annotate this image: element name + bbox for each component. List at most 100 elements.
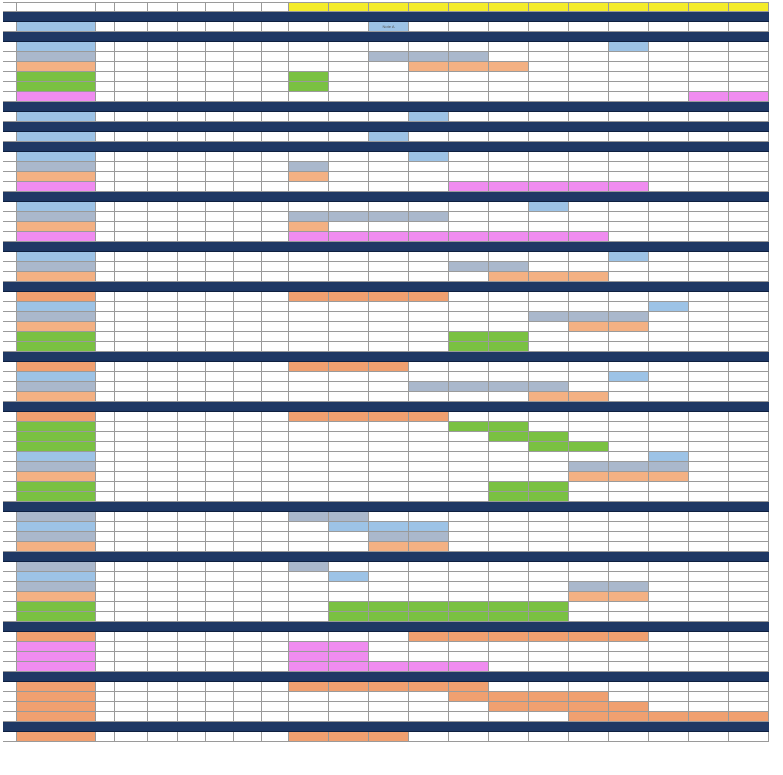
table-cell[interactable]: [449, 462, 489, 472]
table-cell[interactable]: [689, 692, 729, 702]
table-cell[interactable]: [148, 392, 178, 402]
gantt-bar-cell[interactable]: [489, 482, 529, 492]
table-cell[interactable]: [569, 152, 609, 162]
table-cell[interactable]: [609, 432, 649, 442]
table-cell[interactable]: [529, 72, 569, 82]
table-cell[interactable]: [178, 202, 206, 212]
table-cell[interactable]: [649, 262, 689, 272]
task-name-cell[interactable]: [17, 712, 96, 722]
gantt-bar-cell[interactable]: [489, 692, 529, 702]
table-cell[interactable]: [178, 332, 206, 342]
table-cell[interactable]: [234, 302, 262, 312]
row-number-cell[interactable]: [3, 532, 17, 542]
table-cell[interactable]: [234, 452, 262, 462]
table-cell[interactable]: [206, 452, 234, 462]
table-cell[interactable]: [262, 372, 289, 382]
table-cell[interactable]: [329, 372, 369, 382]
gantt-bar-cell[interactable]: [329, 412, 369, 422]
table-cell[interactable]: [529, 42, 569, 52]
table-cell[interactable]: [206, 412, 234, 422]
table-cell[interactable]: [289, 572, 329, 582]
table-cell[interactable]: [689, 602, 729, 612]
table-cell[interactable]: [689, 632, 729, 642]
table-cell[interactable]: [449, 362, 489, 372]
table-cell[interactable]: [234, 92, 262, 102]
table-cell[interactable]: [369, 182, 409, 192]
gantt-bar-cell[interactable]: [369, 212, 409, 222]
gantt-bar-cell[interactable]: [569, 272, 609, 282]
gantt-bar-cell[interactable]: [489, 382, 529, 392]
table-cell[interactable]: [369, 202, 409, 212]
table-cell[interactable]: [329, 692, 369, 702]
table-cell[interactable]: [529, 472, 569, 482]
table-cell[interactable]: [369, 172, 409, 182]
table-cell[interactable]: [148, 92, 178, 102]
gantt-bar-cell[interactable]: [289, 682, 329, 692]
table-cell[interactable]: [609, 412, 649, 422]
date-cell[interactable]: [115, 222, 148, 232]
table-cell[interactable]: [649, 372, 689, 382]
table-cell[interactable]: [148, 452, 178, 462]
table-cell[interactable]: [649, 222, 689, 232]
table-cell[interactable]: [409, 432, 449, 442]
gantt-bar-cell[interactable]: [369, 232, 409, 242]
task-name-cell[interactable]: [17, 662, 96, 672]
table-cell[interactable]: [262, 602, 289, 612]
table-cell[interactable]: [489, 252, 529, 262]
table-cell[interactable]: [369, 442, 409, 452]
table-cell[interactable]: [178, 692, 206, 702]
table-cell[interactable]: [449, 152, 489, 162]
table-cell[interactable]: [369, 652, 409, 662]
date-cell[interactable]: [115, 602, 148, 612]
table-cell[interactable]: [609, 512, 649, 522]
table-cell[interactable]: [449, 322, 489, 332]
table-cell[interactable]: [569, 612, 609, 622]
table-cell[interactable]: [262, 82, 289, 92]
table-cell[interactable]: [96, 572, 115, 582]
table-cell[interactable]: [689, 732, 729, 742]
table-cell[interactable]: [649, 42, 689, 52]
gantt-bar-cell[interactable]: [449, 262, 489, 272]
table-cell[interactable]: [649, 382, 689, 392]
date-cell[interactable]: [115, 692, 148, 702]
table-cell[interactable]: [569, 112, 609, 122]
gantt-bar-cell[interactable]: [609, 712, 649, 722]
gantt-bar-cell[interactable]: [529, 612, 569, 622]
table-cell[interactable]: [529, 222, 569, 232]
task-name-cell[interactable]: [17, 732, 96, 742]
row-number-cell[interactable]: [3, 562, 17, 572]
table-cell[interactable]: [729, 702, 769, 712]
task-name-cell[interactable]: [17, 572, 96, 582]
table-cell[interactable]: [234, 572, 262, 582]
row-number-cell[interactable]: [3, 252, 17, 262]
table-cell[interactable]: [262, 292, 289, 302]
table-cell[interactable]: [649, 692, 689, 702]
row-number-cell[interactable]: [3, 262, 17, 272]
table-cell[interactable]: [329, 632, 369, 642]
table-cell[interactable]: [148, 702, 178, 712]
column-header[interactable]: [529, 2, 569, 12]
table-cell[interactable]: [529, 532, 569, 542]
table-cell[interactable]: [329, 132, 369, 142]
table-cell[interactable]: [96, 462, 115, 472]
row-number-cell[interactable]: [3, 272, 17, 282]
gantt-bar-cell[interactable]: [529, 702, 569, 712]
row-number-cell[interactable]: [3, 62, 17, 72]
table-cell[interactable]: [689, 662, 729, 672]
table-cell[interactable]: [649, 202, 689, 212]
gantt-bar-cell[interactable]: [409, 52, 449, 62]
table-cell[interactable]: [649, 132, 689, 142]
table-cell[interactable]: [609, 82, 649, 92]
gantt-bar-cell[interactable]: [529, 392, 569, 402]
table-cell[interactable]: [449, 482, 489, 492]
table-cell[interactable]: [609, 392, 649, 402]
table-cell[interactable]: [234, 342, 262, 352]
table-cell[interactable]: [489, 662, 529, 672]
table-cell[interactable]: [206, 532, 234, 542]
table-cell[interactable]: [96, 312, 115, 322]
table-cell[interactable]: [96, 262, 115, 272]
date-cell[interactable]: [115, 682, 148, 692]
table-cell[interactable]: [609, 202, 649, 212]
table-cell[interactable]: [409, 692, 449, 702]
table-cell[interactable]: [148, 182, 178, 192]
